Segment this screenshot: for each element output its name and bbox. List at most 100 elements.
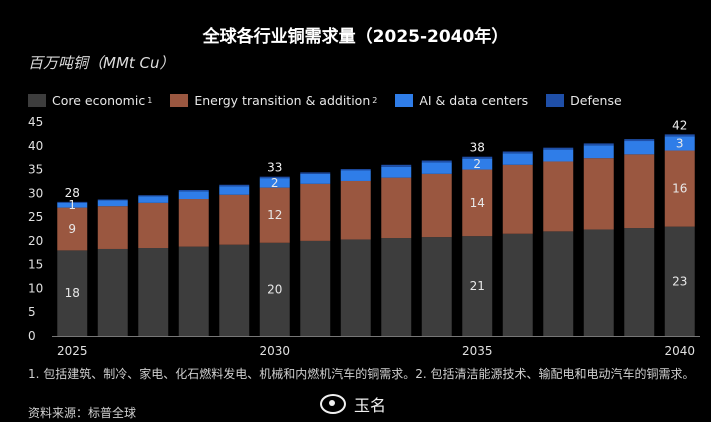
bar-segment-2-2026 [97,200,128,207]
bar-segment-3-2040 [664,134,695,137]
bar-segment-2-2036 [502,153,533,165]
bar-segment-2-2038 [583,145,614,159]
y-tick-label: 0 [28,329,36,343]
x-tick-label: 2040 [664,344,695,358]
bar-value-label: 23 [672,274,687,288]
bar-segment-0-2031 [300,240,331,336]
legend-footnote-mark-2: 2 [372,96,378,105]
y-tick-label: 30 [28,186,43,200]
legend-swatch-core-economic [28,94,46,107]
bar-segment-3-2032 [340,169,371,171]
bar-segment-2-2035 [462,158,493,170]
bar-total-label: 42 [672,118,687,132]
y-tick-label: 10 [28,281,43,295]
bar-segment-1-2033 [381,177,412,239]
bar-segment-3-2033 [381,164,412,167]
footnote: 1. 包括建筑、制冷、家电、化石燃料发电、机械和内燃机汽车的铜需求。2. 包括清… [28,367,695,381]
bar-segment-1-2028 [178,199,209,247]
bar-segment-1-2037 [543,161,574,232]
bar-segment-2-2040 [664,136,695,151]
bar-segment-2-2025 [57,202,88,208]
bar-segment-0-2032 [340,239,371,336]
y-tick-label: 45 [28,115,43,129]
legend-label-ai-data-centers: AI & data centers [419,93,529,108]
watermark-text: 玉名 [354,396,387,415]
weibo-logo-icon [320,394,346,414]
bar-segment-1-2040 [664,150,695,227]
legend: Core economic 1 Energy transition & addi… [28,93,640,108]
bar-segment-3-2027 [138,195,169,197]
bar-segment-2-2034 [421,162,452,174]
bar-segment-0-2036 [502,233,533,336]
bar-segment-3-2038 [583,143,614,146]
bar-segment-0-2034 [421,237,452,336]
legend-swatch-defense [546,94,565,107]
bar-segment-1-2035 [462,169,493,237]
y-tick-label: 5 [28,305,36,319]
bar-segment-3-2029 [219,184,250,187]
y-tick-label: 25 [28,210,43,224]
legend-footnote-mark-1: 1 [147,96,153,105]
bar-value-label: 3 [676,136,684,150]
bar-segment-0-2026 [97,248,128,336]
bar-value-label: 1 [68,198,76,212]
legend-item-defense: Defense [546,93,622,108]
bar-segment-0-2027 [138,248,169,336]
legend-swatch-energy-transition [170,94,189,107]
bar-segment-2-2039 [624,141,655,155]
bar-segment-1-2025 [57,207,88,251]
chart-title: 全球各行业铜需求量（2025-2040年） [202,27,509,47]
bar-segment-3-2039 [624,139,655,142]
bar-segment-3-2030 [259,176,290,179]
bar-segment-2-2033 [381,166,412,178]
y-axis-unit-label: 百万吨铜（MMt Cu） [28,54,175,72]
bar-segment-0-2040 [664,226,695,336]
legend-item-energy-transition: Energy transition & addition 2 [170,93,377,108]
bar-segment-2-2037 [543,149,574,162]
bar-segment-0-2039 [624,228,655,336]
legend-item-core-economic: Core economic 1 [28,93,152,108]
legend-label-energy-transition: Energy transition & addition [194,93,371,108]
y-tick-label: 35 [28,163,43,177]
x-tick-label: 2025 [57,344,88,358]
bar-segment-1-2036 [502,164,533,234]
bar-segment-0-2030 [259,242,290,336]
bar-segment-0-2033 [381,238,412,336]
bar-segment-0-2038 [583,229,614,336]
bar-value-label: 21 [470,279,485,293]
bar-segment-3-2025 [57,201,88,203]
bar-segment-1-2031 [300,183,331,241]
bar-segment-0-2029 [219,244,250,336]
x-tick-label: 2030 [259,344,290,358]
bar-segment-1-2029 [219,194,250,245]
bar-segment-1-2027 [138,202,169,249]
bar-value-label: 20 [267,282,282,296]
y-tick-label: 15 [28,258,43,272]
bar-segment-1-2032 [340,180,371,240]
bar-segment-3-2037 [543,147,574,150]
bar-segment-2-2028 [178,191,209,200]
legend-label-core-economic: Core economic [52,93,146,108]
bar-value-label: 16 [672,182,687,196]
bar-value-label: 14 [470,196,485,210]
legend-item-ai-data-centers: AI & data centers [395,93,528,108]
bar-segment-1-2026 [97,206,128,249]
bar-total-label: 33 [267,161,282,175]
bar-total-label: 28 [65,186,80,200]
bar-value-label: 12 [267,208,282,222]
bar-segment-3-2028 [178,190,209,192]
watermark: 玉名 [320,392,386,416]
bar-value-label: 2 [271,176,279,190]
y-tick-label: 20 [28,234,43,248]
bar-value-label: 2 [473,157,481,171]
bar-segment-1-2034 [421,173,452,238]
bar-segment-2-2030 [259,178,290,188]
bar-segment-0-2035 [462,236,493,336]
bar-segment-2-2031 [300,173,331,184]
bar-value-label: 18 [65,286,80,300]
bar-segment-1-2038 [583,158,614,230]
bar-segment-1-2030 [259,187,290,243]
bar-segment-0-2028 [178,246,209,336]
bar-segment-2-2029 [219,186,250,195]
